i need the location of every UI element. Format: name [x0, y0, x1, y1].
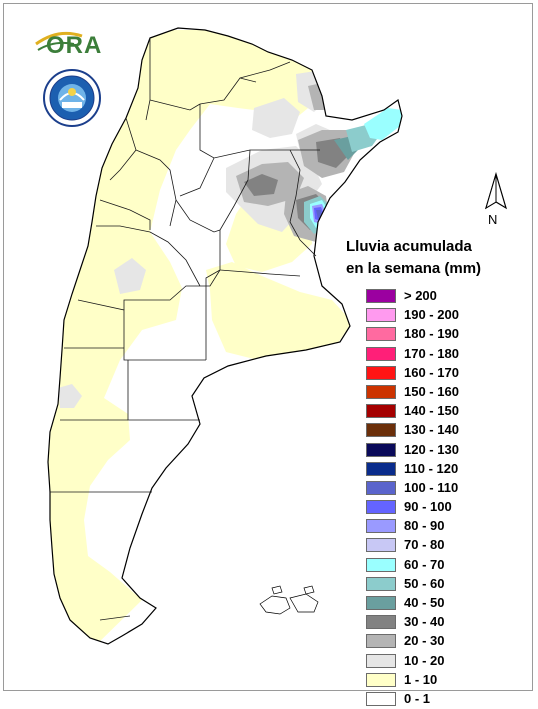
province-borders	[50, 38, 320, 621]
north-arrow-icon	[484, 172, 508, 210]
north-label: N	[488, 212, 498, 227]
legend-label: 150 - 160	[404, 383, 459, 399]
ora-logo: ORA	[34, 26, 106, 62]
legend-swatch	[366, 596, 396, 610]
legend-swatch	[366, 672, 396, 687]
islands	[259, 585, 319, 615]
legend-label: 0 - 1	[404, 690, 431, 706]
smn-seal-icon	[43, 69, 101, 127]
legend-label: 70 - 80	[404, 537, 445, 553]
legend-swatch	[366, 327, 396, 342]
legend-label: 180 - 190	[404, 326, 459, 342]
legend-swatch	[366, 557, 396, 572]
legend-label: 140 - 150	[404, 403, 459, 419]
legend-swatch	[366, 384, 396, 399]
legend-title-line2: en la semana (mm)	[346, 260, 482, 277]
legend-label: 60 - 70	[404, 556, 445, 572]
legend-swatch	[366, 308, 396, 323]
legend-swatch	[366, 365, 396, 380]
legend-label: 190 - 200	[404, 307, 459, 323]
legend-label: 90 - 100	[404, 499, 452, 515]
legend-title: Lluvia acumulada en la semana (mm)	[346, 236, 526, 280]
legend-swatch	[366, 519, 396, 534]
ora-logo-text: ORA	[46, 32, 103, 59]
legend-label: 10 - 20	[404, 652, 445, 668]
legend-label: 20 - 30	[404, 633, 445, 649]
rainfall-zones	[48, 30, 402, 644]
legend-swatch	[366, 442, 396, 457]
legend-label: 120 - 130	[404, 441, 459, 457]
legend-label: 130 - 140	[404, 422, 459, 438]
legend-swatch	[366, 289, 396, 303]
legend-swatch	[366, 461, 396, 476]
legend-label: 50 - 60	[404, 575, 445, 591]
legend-label: 1 - 10	[404, 671, 438, 687]
legend-swatch	[366, 423, 396, 438]
legend-swatch	[366, 500, 396, 515]
legend-swatch	[366, 653, 396, 668]
legend-swatch	[366, 480, 396, 495]
legend-label: > 200	[404, 288, 437, 303]
legend-label: 160 - 170	[404, 364, 459, 380]
legend-swatch	[366, 346, 396, 361]
ora-arc-icon	[35, 31, 83, 51]
legend-swatch	[366, 691, 396, 706]
legend-swatch	[366, 615, 396, 630]
legend-swatch	[366, 538, 396, 553]
legend-label: 30 - 40	[404, 614, 445, 630]
legend-label: 80 - 90	[404, 518, 445, 534]
legend-swatch	[366, 404, 396, 419]
legend-label: 100 - 110	[404, 479, 459, 495]
legend-title-line1: Lluvia acumulada	[346, 238, 472, 255]
legend-label: 170 - 180	[404, 345, 459, 361]
legend-swatch	[366, 576, 396, 591]
legend-label: 40 - 50	[404, 595, 445, 610]
legend-swatch	[366, 634, 396, 649]
legend-label: 110 - 120	[404, 460, 459, 476]
